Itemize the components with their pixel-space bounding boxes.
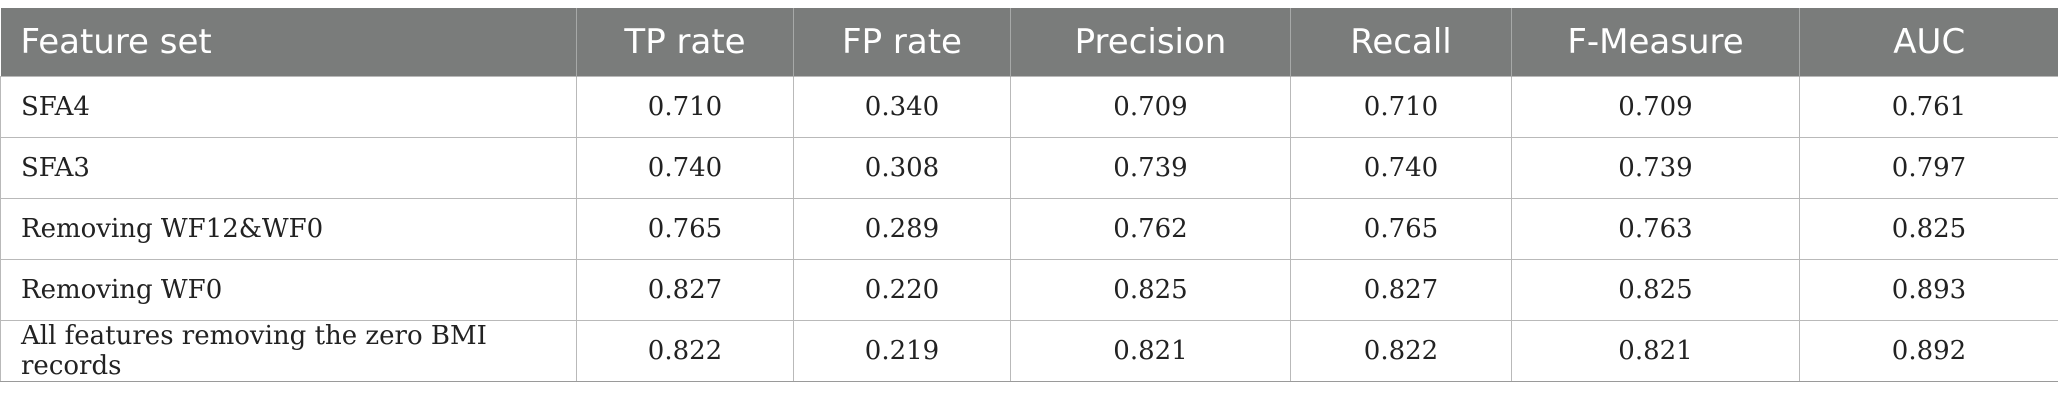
precision-cell: 0.825 [1010, 259, 1291, 321]
header-fp-rate: FP rate [793, 8, 1011, 77]
precision-cell: 0.739 [1010, 137, 1291, 199]
auc-cell: 0.797 [1799, 137, 2058, 199]
f-measure-cell: 0.825 [1511, 259, 1800, 321]
tp-rate-cell: 0.822 [576, 320, 794, 382]
fp-rate-cell: 0.220 [793, 259, 1011, 321]
fp-rate-cell: 0.219 [793, 320, 1011, 382]
feature-set-cell: All features removing the zero BMI recor… [0, 320, 577, 382]
auc-cell: 0.761 [1799, 76, 2058, 138]
header-f-measure: F-Measure [1511, 8, 1800, 77]
fp-rate-cell: 0.289 [793, 198, 1011, 260]
header-tp-rate: TP rate [576, 8, 794, 77]
header-row: Feature set TP rate FP rate Precision Re… [0, 8, 2058, 77]
precision-cell: 0.762 [1010, 198, 1291, 260]
header-recall: Recall [1290, 8, 1512, 77]
results-table-container: Feature set TP rate FP rate Precision Re… [0, 8, 2058, 382]
f-measure-cell: 0.821 [1511, 320, 1800, 382]
tp-rate-cell: 0.827 [576, 259, 794, 321]
f-measure-cell: 0.739 [1511, 137, 1800, 199]
table-row: Removing WF12&WF0 0.765 0.289 0.762 0.76… [0, 198, 2058, 260]
header-feature-set: Feature set [0, 8, 577, 77]
header-auc: AUC [1799, 8, 2058, 77]
tp-rate-cell: 0.765 [576, 198, 794, 260]
f-measure-cell: 0.709 [1511, 76, 1800, 138]
tp-rate-cell: 0.710 [576, 76, 794, 138]
f-measure-cell: 0.763 [1511, 198, 1800, 260]
results-table: Feature set TP rate FP rate Precision Re… [0, 8, 2058, 382]
tp-rate-cell: 0.740 [576, 137, 794, 199]
auc-cell: 0.825 [1799, 198, 2058, 260]
table-row: Removing WF0 0.827 0.220 0.825 0.827 0.8… [0, 259, 2058, 321]
recall-cell: 0.740 [1290, 137, 1512, 199]
feature-set-cell: SFA4 [0, 76, 577, 138]
auc-cell: 0.893 [1799, 259, 2058, 321]
fp-rate-cell: 0.340 [793, 76, 1011, 138]
table-row: SFA3 0.740 0.308 0.739 0.740 0.739 0.797 [0, 137, 2058, 199]
recall-cell: 0.765 [1290, 198, 1512, 260]
feature-set-cell: Removing WF12&WF0 [0, 198, 577, 260]
feature-set-cell: Removing WF0 [0, 259, 577, 321]
precision-cell: 0.709 [1010, 76, 1291, 138]
recall-cell: 0.827 [1290, 259, 1512, 321]
precision-cell: 0.821 [1010, 320, 1291, 382]
auc-cell: 0.892 [1799, 320, 2058, 382]
header-precision: Precision [1010, 8, 1291, 77]
fp-rate-cell: 0.308 [793, 137, 1011, 199]
table-row: SFA4 0.710 0.340 0.709 0.710 0.709 0.761 [0, 76, 2058, 138]
feature-set-cell: SFA3 [0, 137, 577, 199]
recall-cell: 0.822 [1290, 320, 1512, 382]
table-row: All features removing the zero BMI recor… [0, 320, 2058, 382]
recall-cell: 0.710 [1290, 76, 1512, 138]
